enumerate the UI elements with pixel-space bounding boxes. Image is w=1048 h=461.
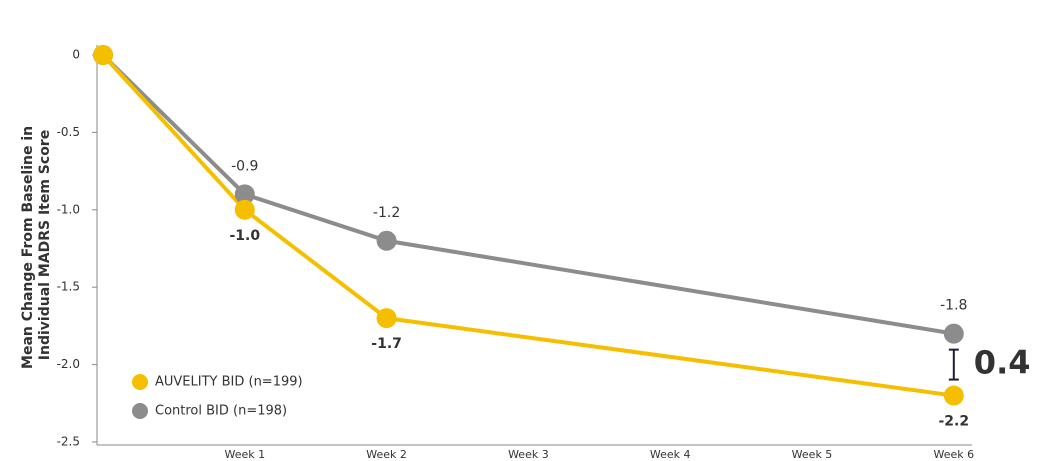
x-tick-label: Week 4 bbox=[650, 448, 691, 461]
series-line bbox=[101, 53, 955, 336]
data-point bbox=[234, 184, 255, 205]
data-point bbox=[376, 308, 397, 329]
legend-marker bbox=[132, 374, 148, 390]
x-tick-label: Week 3 bbox=[508, 448, 549, 461]
x-tick-label: Week 5 bbox=[792, 448, 833, 461]
x-tick-label: Week 1 bbox=[224, 448, 265, 461]
y-tick-label: -2.0 bbox=[57, 357, 80, 371]
y-tick-label: -2.5 bbox=[57, 435, 80, 449]
x-tick-label: Week 2 bbox=[366, 448, 407, 461]
data-point bbox=[943, 323, 964, 344]
data-label: -0.9 bbox=[231, 158, 258, 174]
y-axis-title: Mean Change From Baseline in Individual … bbox=[20, 121, 53, 369]
data-label: -1.2 bbox=[373, 205, 400, 221]
legend-label: AUVELITY BID (n=199) bbox=[155, 375, 303, 390]
y-axis-title-line: Individual MADRS Item Score bbox=[37, 130, 53, 360]
x-tick-label: Week 6 bbox=[933, 448, 974, 461]
legend-label: Control BID (n=198) bbox=[155, 404, 287, 419]
y-tick-label: -1.0 bbox=[57, 202, 80, 216]
data-point bbox=[943, 385, 964, 406]
y-tick-label: -1.5 bbox=[57, 280, 80, 294]
y-tick-label: 0 bbox=[72, 48, 80, 62]
series-line bbox=[101, 53, 955, 398]
data-point bbox=[93, 45, 113, 65]
y-axis-title-line: Mean Change From Baseline in bbox=[20, 126, 36, 369]
data-point bbox=[376, 230, 397, 251]
legend-marker bbox=[132, 403, 148, 419]
data-label: -2.2 bbox=[938, 414, 969, 430]
data-label: -1.0 bbox=[229, 228, 260, 244]
annotation: 0.4 bbox=[974, 344, 1031, 382]
data-label: -1.8 bbox=[940, 298, 967, 314]
y-tick-label: -0.5 bbox=[57, 125, 80, 139]
data-point bbox=[234, 199, 255, 220]
data-label: -1.7 bbox=[371, 336, 402, 352]
